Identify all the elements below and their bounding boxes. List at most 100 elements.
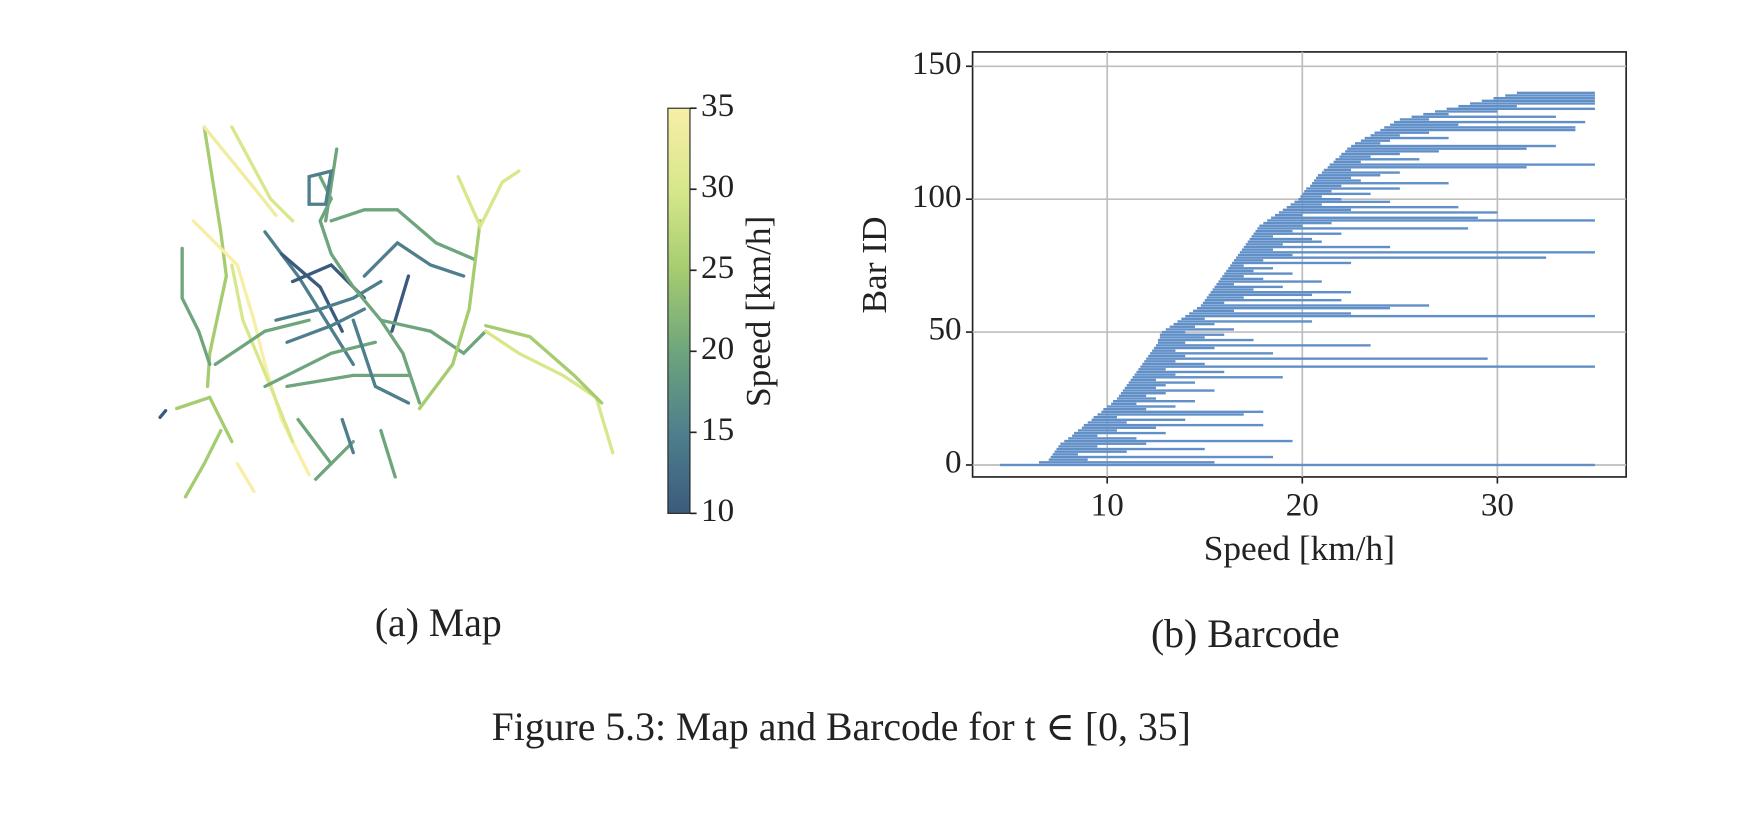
bar — [1054, 450, 1127, 453]
street — [213, 318, 311, 366]
bar — [1253, 232, 1342, 235]
bar — [1083, 423, 1264, 427]
bar — [1146, 357, 1488, 360]
street — [351, 318, 411, 405]
bar — [1235, 256, 1547, 259]
bar — [1159, 336, 1205, 339]
street — [180, 246, 212, 366]
street — [484, 324, 604, 405]
bar — [1271, 216, 1478, 219]
street — [230, 125, 295, 223]
subfigure-caption: (b) Barcode — [1151, 612, 1340, 656]
bar — [1304, 190, 1332, 193]
colorbar-label: Speed [km/h] — [739, 216, 778, 407]
street — [285, 307, 366, 344]
bar — [1206, 296, 1244, 299]
bar — [1218, 280, 1322, 283]
bar — [1118, 394, 1147, 398]
bar — [1111, 402, 1137, 406]
colorbar — [667, 107, 691, 514]
bar — [1315, 176, 1352, 180]
bar — [1157, 341, 1186, 344]
bar — [1290, 203, 1322, 206]
bar — [1249, 237, 1313, 241]
street — [324, 147, 339, 223]
bar — [1321, 171, 1400, 174]
bar — [1259, 224, 1303, 227]
bar — [1255, 229, 1293, 233]
bar — [1360, 139, 1391, 142]
bar — [1087, 421, 1127, 424]
x-axis-label: Speed [km/h] — [1204, 529, 1395, 568]
bar — [1327, 166, 1527, 169]
bar — [1446, 107, 1595, 110]
bar — [1058, 445, 1098, 448]
bar — [1077, 429, 1117, 432]
bar — [1300, 195, 1322, 198]
street — [417, 219, 482, 411]
bar — [1120, 392, 1166, 395]
bar — [1230, 264, 1244, 267]
bar — [1134, 373, 1176, 376]
bar — [1048, 458, 1088, 461]
street — [235, 462, 256, 493]
bar — [1481, 99, 1595, 103]
bar — [1411, 115, 1556, 118]
bar — [1237, 253, 1293, 257]
y-tick-label: 0 — [945, 444, 962, 481]
bar — [1202, 301, 1225, 305]
bar — [1354, 142, 1381, 145]
bar — [1072, 434, 1098, 437]
bar — [1093, 415, 1117, 419]
street — [202, 125, 278, 217]
bar — [1107, 405, 1176, 408]
bar — [1294, 200, 1391, 204]
street — [329, 208, 477, 262]
street — [285, 373, 411, 389]
bar — [1185, 314, 1595, 318]
street — [279, 252, 344, 333]
bar — [1493, 96, 1595, 100]
figure-caption: Figure 5.3: Map and Barcode for t ∈ [0, … — [492, 705, 1191, 749]
bar — [1173, 322, 1215, 326]
bar — [1181, 317, 1205, 320]
street — [379, 428, 397, 479]
bar — [1157, 338, 1254, 342]
bar — [1116, 397, 1156, 400]
street — [362, 240, 466, 278]
bar — [1341, 152, 1400, 156]
bar — [1323, 168, 1352, 172]
bar — [1374, 131, 1430, 134]
bar — [1081, 426, 1156, 429]
bar — [1140, 365, 1595, 368]
bar — [1390, 123, 1459, 126]
bar — [1208, 293, 1313, 297]
bar — [1148, 354, 1186, 358]
bar — [1155, 344, 1371, 347]
street-map — [158, 125, 615, 499]
plot-frame — [971, 51, 1627, 478]
bar — [1060, 442, 1147, 445]
bar — [1064, 439, 1293, 443]
bar — [1150, 352, 1274, 355]
bar — [1189, 312, 1352, 315]
bar — [1310, 184, 1342, 188]
bar — [1101, 410, 1264, 414]
bar — [1399, 118, 1430, 121]
bar — [1074, 431, 1166, 435]
bar — [1251, 235, 1274, 238]
bar — [1097, 413, 1244, 416]
bar — [1212, 288, 1254, 291]
bar — [999, 463, 1595, 467]
bar — [1159, 333, 1225, 336]
bar — [1263, 221, 1332, 225]
bar — [1380, 128, 1576, 132]
bar — [1226, 269, 1254, 273]
bar — [1038, 461, 1215, 464]
bar — [1282, 208, 1352, 212]
bar — [1132, 376, 1283, 379]
bar — [1247, 240, 1322, 243]
bar — [1274, 213, 1303, 217]
x-tick-label: 30 — [1481, 486, 1514, 523]
bar — [1228, 267, 1274, 270]
